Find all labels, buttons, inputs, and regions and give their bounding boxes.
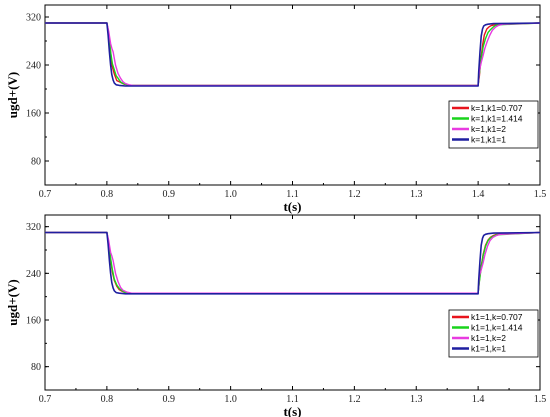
y-tick-label: 160	[26, 316, 41, 327]
y-tick-label: 320	[26, 222, 41, 233]
x-tick-label: 0.8	[101, 189, 114, 200]
y-tick-label: 320	[26, 13, 41, 24]
y-axis-label: ugd+(V)	[5, 72, 20, 118]
y-tick-label: 240	[26, 269, 41, 280]
x-axis-label: t(s)	[283, 199, 301, 214]
x-tick-label: 0.9	[163, 394, 176, 405]
legend-label: k1=1,k=0.707	[471, 312, 523, 322]
x-axis-label: t(s)	[283, 404, 301, 417]
x-tick-label: 1.0	[224, 394, 237, 405]
y-tick-label: 80	[31, 157, 41, 168]
legend-label: k=1,k1=2	[471, 124, 506, 134]
x-tick-label: 1.5	[534, 394, 547, 405]
chart-panel-1: 0.7 0.8 0.9 1.0 1.1 1.2 1.3 1.4 1.5 80 160 240 320 ug…	[5, 4, 547, 214]
x-tick-label: 0.7	[39, 189, 52, 200]
x-tick-label: 0.8	[101, 394, 114, 405]
series-line-3	[45, 231, 540, 294]
series-line-4	[45, 22, 540, 87]
chart-panel-2: 0.7 0.8 0.9 1.0 1.1 1.2 1.3 1.4 1.5 80 160 240 320 ug…	[5, 214, 547, 417]
plot-frame	[44, 4, 541, 186]
x-tick-label: 0.9	[163, 189, 176, 200]
x-tick-label: 1.2	[348, 394, 361, 405]
x-tick-label: 1.1	[286, 394, 299, 405]
legend-label: k=1,k1=0.707	[471, 103, 523, 113]
y-tick-label: 80	[31, 362, 41, 373]
series-line-3	[45, 22, 540, 87]
legend-label: k=1,k1=1	[471, 135, 506, 145]
legend-label: k1=1,k=2	[471, 333, 506, 343]
x-tick-label: 1.4	[472, 189, 485, 200]
x-tick-label: 0.7	[39, 394, 52, 405]
x-tick-label: 1.1	[286, 189, 299, 200]
x-tick-label: 1.3	[410, 394, 423, 405]
x-tick-label: 1.4	[472, 394, 485, 405]
x-tick-label: 1.5	[534, 189, 547, 200]
y-tick-label: 160	[26, 109, 41, 120]
plot-frame	[44, 214, 541, 391]
x-tick-label: 1.2	[348, 189, 361, 200]
y-axis-label: ugd+(V)	[5, 279, 20, 325]
series-line-4	[45, 231, 540, 295]
y-tick-label: 240	[26, 61, 41, 72]
legend-label: k=1,k1=1.414	[471, 114, 523, 124]
legend-label: k1=1,k=1	[471, 344, 506, 354]
x-tick-label: 1.0	[224, 189, 237, 200]
legend-label: k1=1,k=1.414	[471, 323, 523, 333]
x-tick-label: 1.3	[410, 189, 423, 200]
